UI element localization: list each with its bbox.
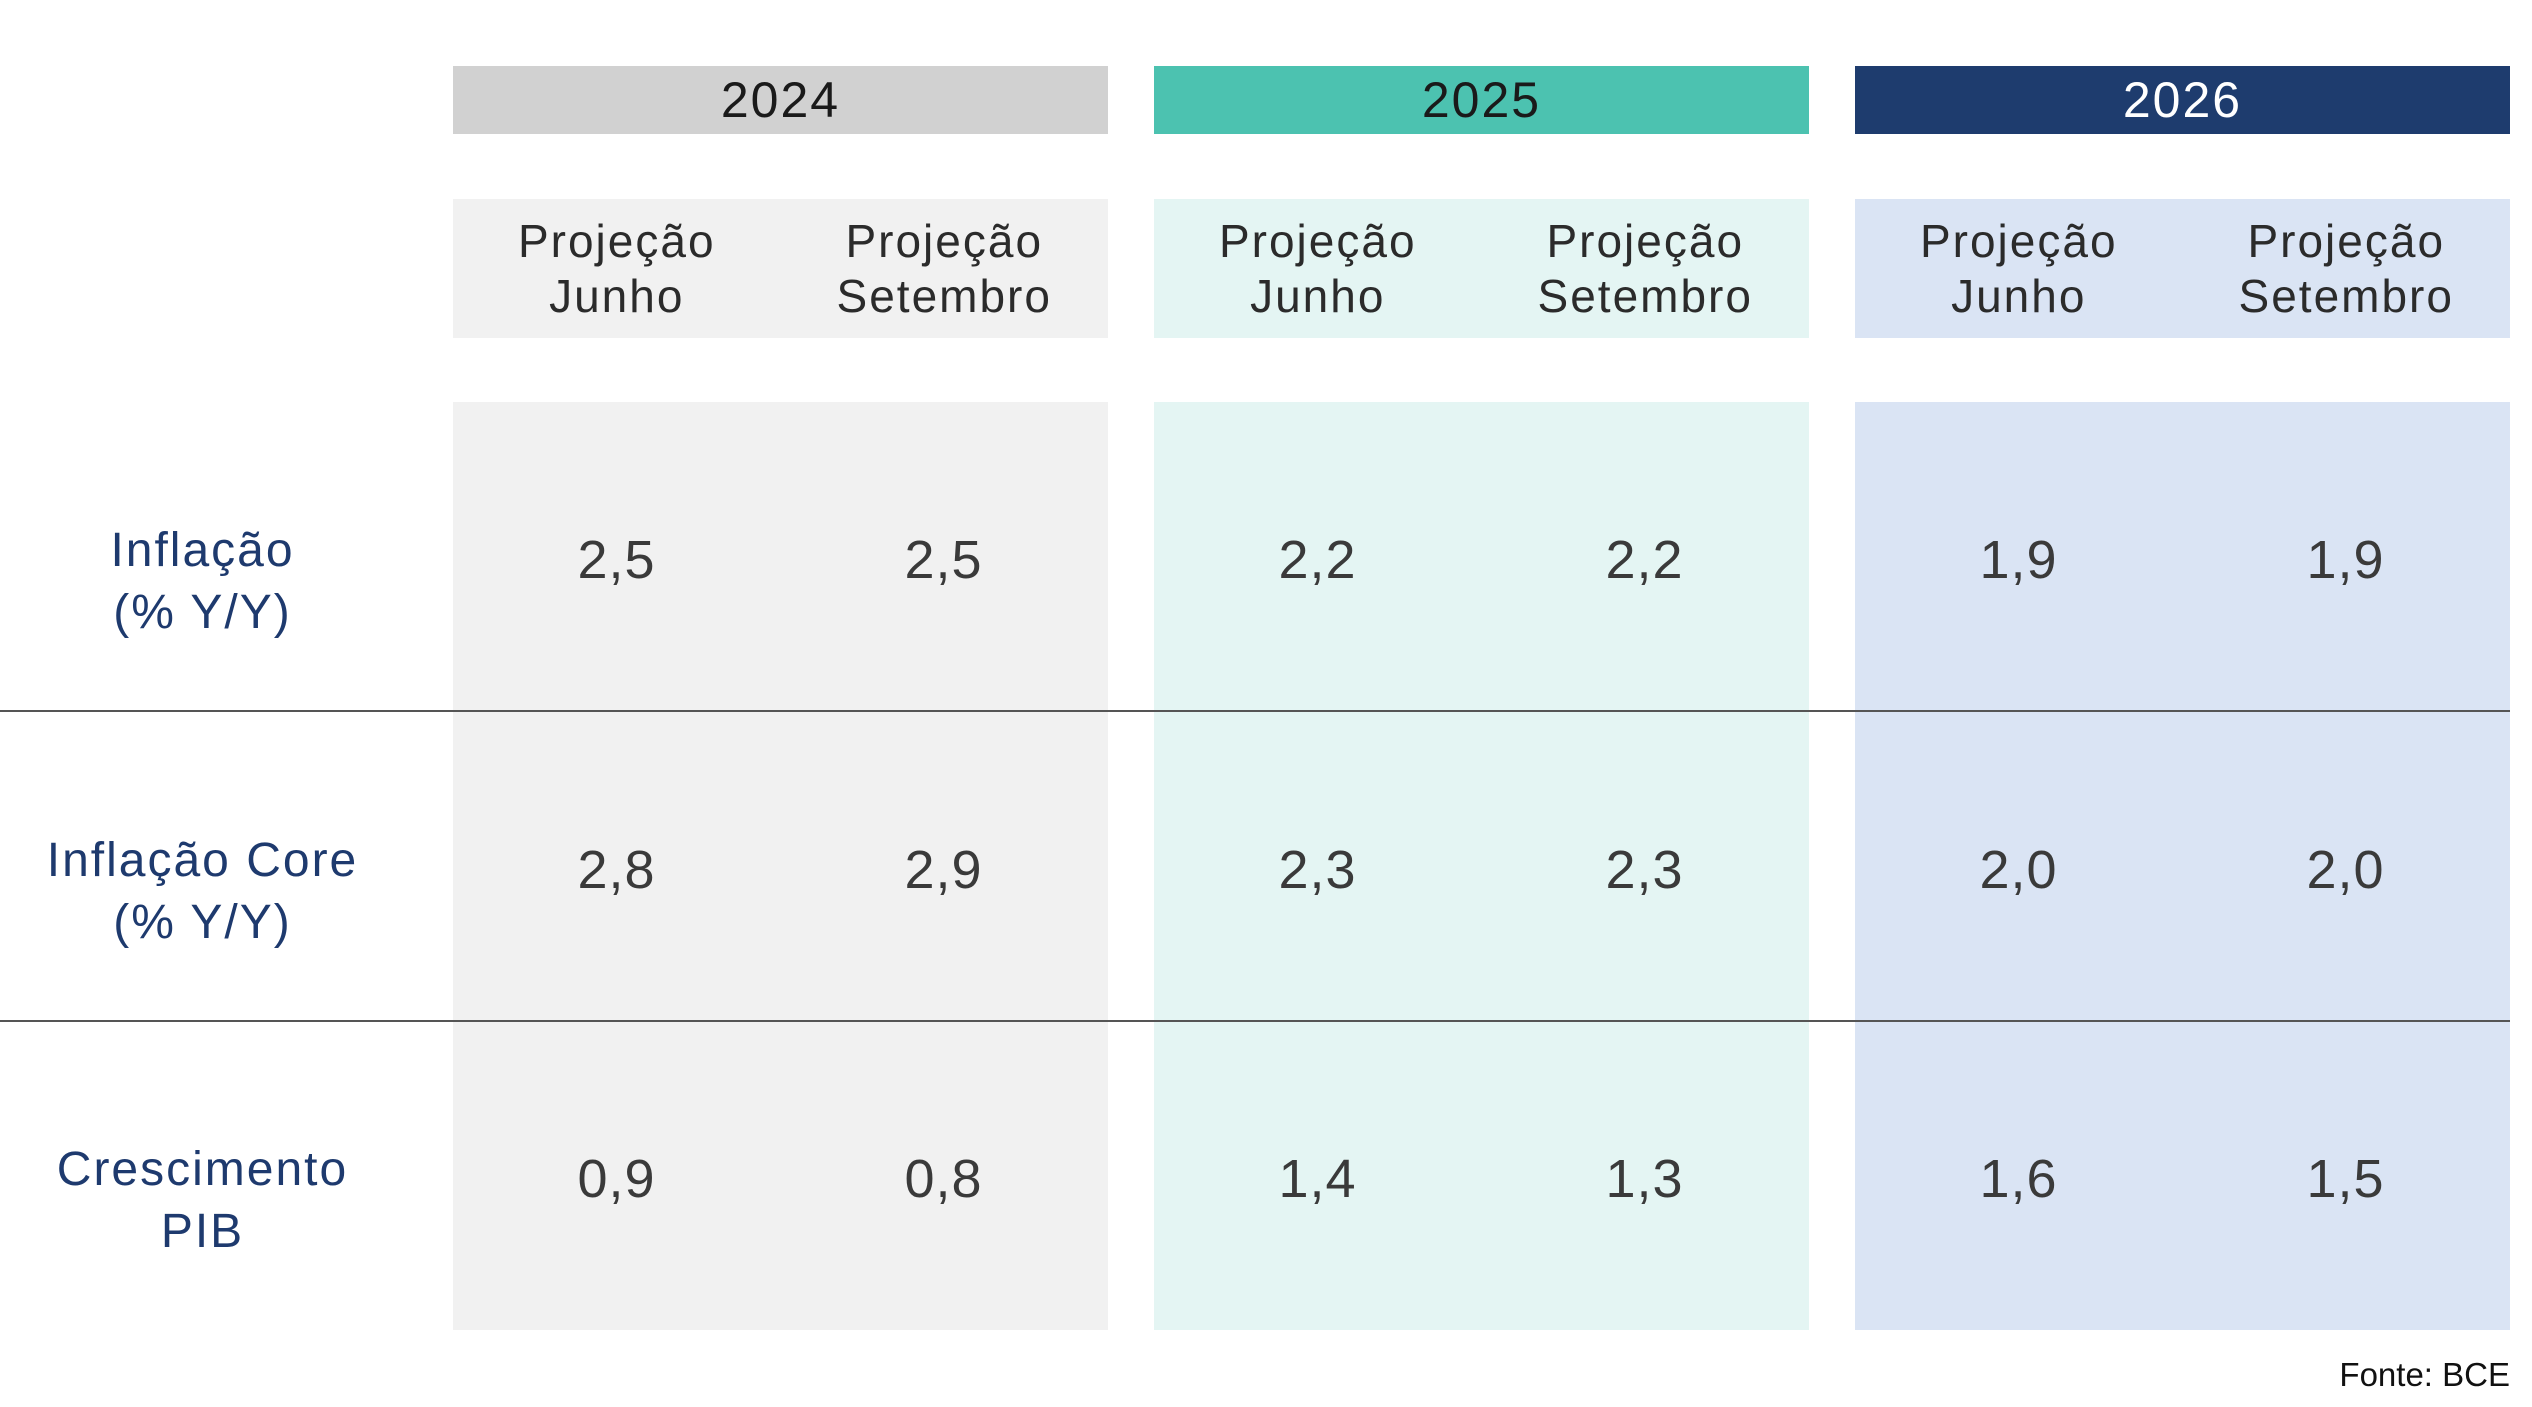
subheader-line1: Projeção <box>1546 214 1745 267</box>
subheader-line1: Projeção <box>1218 214 1417 267</box>
subheader-line2: Junho <box>1250 269 1386 322</box>
row-label-line2: (% Y/Y) <box>113 896 292 949</box>
subheader-line2: Setembro <box>836 269 1052 322</box>
body-background-2025 <box>1154 402 1809 1330</box>
row-label-inflacao-core: Inflação Core (% Y/Y) <box>0 822 405 962</box>
table-cell-value: 1,6 <box>1979 1149 2058 1209</box>
body-background-2026 <box>1855 402 2510 1330</box>
subheader-line1: Projeção <box>517 214 716 267</box>
table-cell-value: 1,9 <box>2306 530 2385 590</box>
table-cell-value: 2,8 <box>577 840 656 900</box>
subheader-junho: Projeção Junho <box>453 199 781 338</box>
subheader-junho: Projeção Junho <box>1154 199 1482 338</box>
subheader-setembro: Projeção Setembro <box>781 199 1109 338</box>
body-background-2024 <box>453 402 1108 1330</box>
source-note: Fonte: BCE <box>2339 1356 2510 1393</box>
row-divider <box>0 1020 2510 1022</box>
subheader-line1: Projeção <box>1919 214 2118 267</box>
subheader-line2: Junho <box>1951 269 2087 322</box>
table-cell-value: 0,9 <box>577 1149 656 1209</box>
row-divider <box>0 710 2510 712</box>
table-cell-value: 1,4 <box>1278 1149 1357 1209</box>
table-cell-value: 2,3 <box>1605 840 1684 900</box>
row-label-inflacao: Inflação (% Y/Y) <box>0 512 405 652</box>
table-cell-value: 2,0 <box>1979 840 2058 900</box>
row-label-crescimento-pib: Crescimento PIB <box>0 1131 405 1271</box>
subheader-junho: Projeção Junho <box>1855 199 2183 338</box>
table-cell-value: 1,5 <box>2306 1149 2385 1209</box>
subheader-line2: Setembro <box>2238 269 2454 322</box>
subheader-line1: Projeção <box>2247 214 2446 267</box>
table-cell-value: 2,5 <box>904 530 983 590</box>
subheader-setembro: Projeção Setembro <box>2183 199 2511 338</box>
table-cell-value: 2,2 <box>1605 530 1684 590</box>
table-cell-value: 2,3 <box>1278 840 1357 900</box>
year-header-2024: 2024 <box>453 66 1108 134</box>
row-label-line2: (% Y/Y) <box>113 586 292 639</box>
year-header-2026: 2026 <box>1855 66 2510 134</box>
row-label-line1: Inflação <box>110 524 295 577</box>
subheader-line2: Junho <box>549 269 685 322</box>
table-cell-value: 2,5 <box>577 530 656 590</box>
row-label-line1: Crescimento <box>56 1143 349 1196</box>
row-label-line1: Inflação Core <box>46 834 359 887</box>
subheader-line1: Projeção <box>845 214 1044 267</box>
table-cell-value: 0,8 <box>904 1149 983 1209</box>
table-cell-value: 2,0 <box>2306 840 2385 900</box>
subheader-setembro: Projeção Setembro <box>1482 199 1810 338</box>
subheader-group-2026: Projeção Junho Projeção Setembro <box>1855 199 2510 338</box>
year-header-2025: 2025 <box>1154 66 1809 134</box>
table-cell-value: 1,3 <box>1605 1149 1684 1209</box>
subheader-group-2025: Projeção Junho Projeção Setembro <box>1154 199 1809 338</box>
table-cell-value: 2,9 <box>904 840 983 900</box>
subheader-line2: Setembro <box>1537 269 1753 322</box>
row-label-line2: PIB <box>160 1205 245 1258</box>
table-cell-value: 1,9 <box>1979 530 2058 590</box>
subheader-group-2024: Projeção Junho Projeção Setembro <box>453 199 1108 338</box>
table-cell-value: 2,2 <box>1278 530 1357 590</box>
